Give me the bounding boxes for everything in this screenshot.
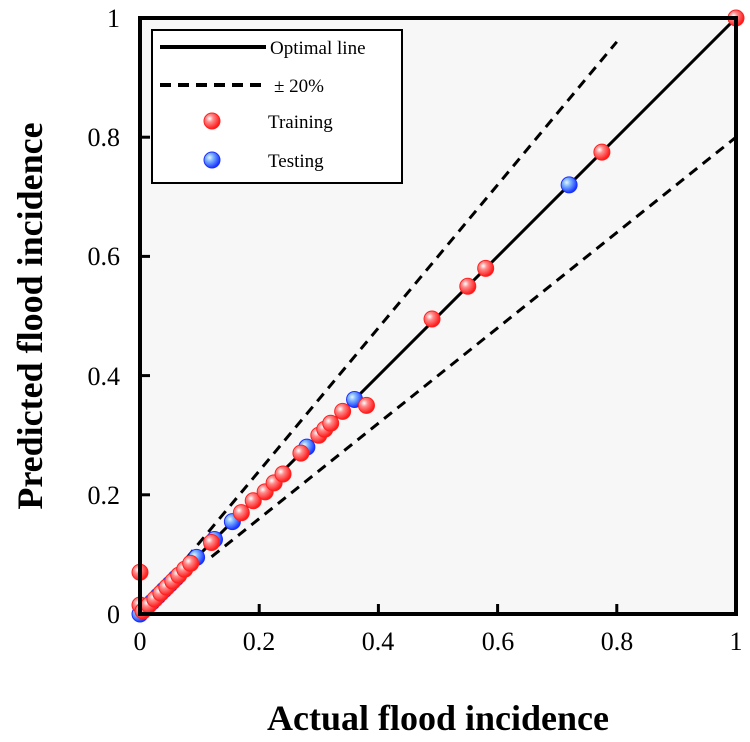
x-tick-label: 0.4 <box>362 627 395 656</box>
training-point <box>477 259 495 277</box>
axis-ticks <box>138 16 738 616</box>
training-point <box>593 143 611 161</box>
training-point <box>274 465 292 483</box>
y-tick-label: 0.2 <box>88 481 121 510</box>
y-tick-label: 0.6 <box>88 242 121 271</box>
training-point <box>322 414 340 432</box>
legend-box <box>151 29 403 184</box>
plot-frame <box>138 16 738 616</box>
training-point <box>459 277 477 295</box>
x-tick-label: 0 <box>134 627 147 656</box>
x-axis-title: Actual flood incidence <box>267 698 609 738</box>
y-tick-label: 0.4 <box>88 362 121 391</box>
training-point <box>357 396 375 414</box>
x-tick-label: 0.2 <box>243 627 276 656</box>
legend-label-optimal: Optimal line <box>270 38 366 59</box>
testing-point <box>560 176 578 194</box>
x-tick-label: 1 <box>730 627 743 656</box>
training-point <box>203 533 221 551</box>
y-tick-label: 0 <box>107 600 120 629</box>
data-points <box>131 9 745 623</box>
y-tick-label: 1 <box>107 4 120 33</box>
y-tick-label: 0.8 <box>88 123 121 152</box>
legend: Optimal line ± 20% Training Testing <box>151 29 403 184</box>
error-band-line-2 <box>210 136 736 558</box>
legend-training-marker-icon <box>203 112 221 130</box>
training-point <box>232 504 250 522</box>
legend-testing-marker-icon <box>203 151 221 169</box>
y-tick-labels: 0 0.2 0.4 0.6 0.8 1 <box>88 4 121 629</box>
training-point <box>182 554 200 572</box>
legend-label-testing: Testing <box>268 151 324 172</box>
training-point <box>334 402 352 420</box>
legend-label-band: ± 20% <box>274 76 324 97</box>
training-point <box>423 310 441 328</box>
x-tick-label: 0.6 <box>482 627 515 656</box>
error-band-line-1 <box>174 40 618 573</box>
training-point <box>244 492 262 510</box>
y-axis-title: Predicted flood incidence <box>10 122 50 509</box>
training-point <box>292 444 310 462</box>
x-tick-label: 0.8 <box>601 627 634 656</box>
legend-label-training: Training <box>268 112 333 133</box>
x-tick-labels: 0 0.2 0.4 0.6 0.8 1 <box>134 627 743 656</box>
